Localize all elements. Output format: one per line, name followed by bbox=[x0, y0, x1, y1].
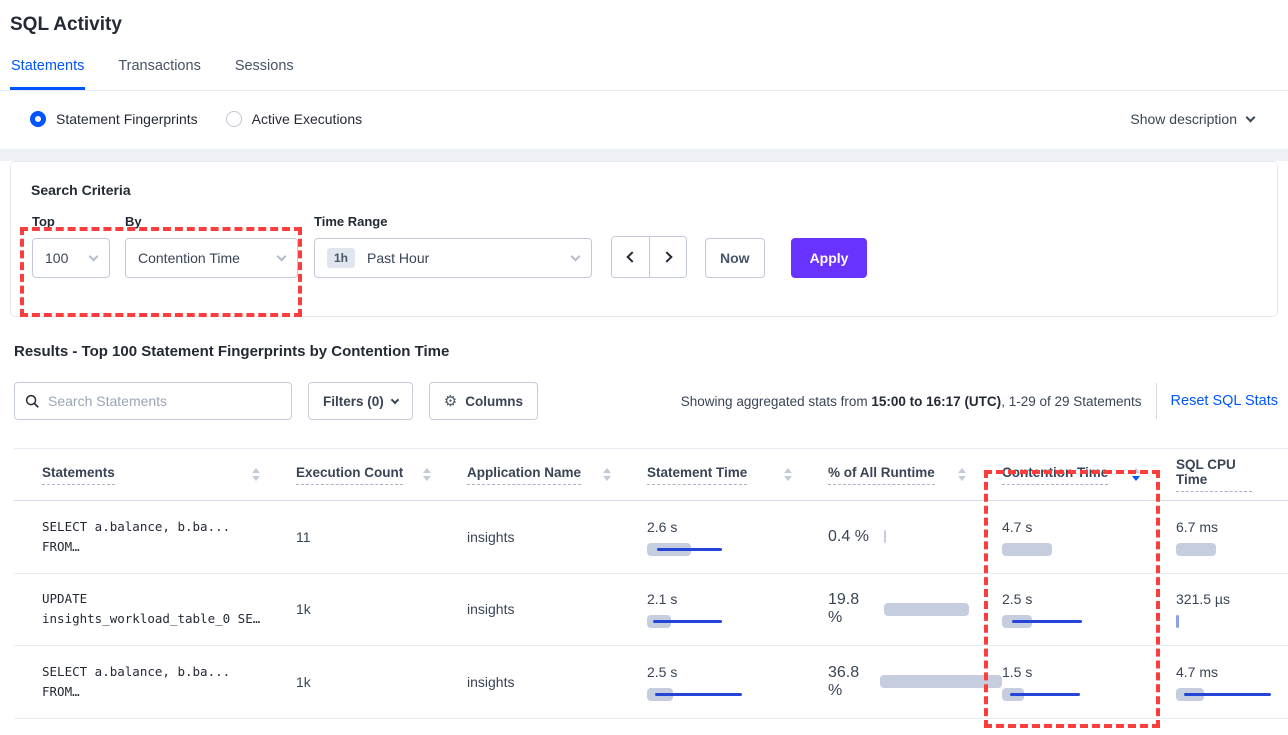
search-icon bbox=[25, 394, 39, 408]
tab-bar: Statements Transactions Sessions bbox=[0, 58, 1288, 91]
by-select[interactable]: Contention Time bbox=[125, 238, 298, 278]
view-toggle-group: Statement Fingerprints Active Executions bbox=[30, 111, 362, 127]
chevron-left-icon bbox=[626, 251, 638, 263]
table-row[interactable]: SELECT a.balance, b.ba... FROM… 11 insigh… bbox=[14, 501, 1288, 574]
top-select[interactable]: 100 bbox=[32, 238, 110, 278]
results-toolbar: Filters (0) ⚙ Columns Showing aggregated… bbox=[14, 382, 1278, 420]
application-name-cell: insights bbox=[467, 528, 515, 545]
time-range-pager bbox=[611, 236, 687, 278]
search-statements-box[interactable] bbox=[14, 382, 292, 420]
by-field: By Contention Time bbox=[125, 214, 298, 278]
radio-active-executions[interactable]: Active Executions bbox=[225, 111, 363, 127]
header-statement-time[interactable]: Statement Time bbox=[647, 465, 828, 485]
show-description-toggle[interactable]: Show description bbox=[1130, 111, 1256, 127]
section-divider bbox=[0, 149, 1288, 161]
header-contention-time[interactable]: Contention Time bbox=[1002, 465, 1176, 485]
reset-sql-stats-link[interactable]: Reset SQL Stats bbox=[1170, 393, 1278, 409]
by-label: By bbox=[125, 214, 142, 229]
chevron-down-icon bbox=[570, 251, 581, 261]
radio-unselected-icon[interactable] bbox=[225, 111, 242, 127]
top-select-value: 100 bbox=[45, 250, 69, 266]
statement-fingerprint-link[interactable]: SELECT a.balance, b.ba... FROM… bbox=[42, 663, 231, 699]
radio-statement-fingerprints[interactable]: Statement Fingerprints bbox=[30, 111, 198, 127]
top-field: Top 100 bbox=[32, 214, 110, 278]
time-range-select[interactable]: 1h Past Hour bbox=[314, 238, 592, 278]
chevron-down-icon bbox=[276, 251, 287, 261]
vertical-divider bbox=[1155, 383, 1157, 419]
pct-runtime-cell: 36.8 % bbox=[828, 664, 1002, 700]
results-heading: Results - Top 100 Statement Fingerprints… bbox=[14, 343, 450, 360]
sort-icon[interactable] bbox=[252, 468, 260, 481]
header-application-name[interactable]: Application Name bbox=[467, 465, 647, 485]
sort-icon[interactable] bbox=[784, 468, 792, 481]
pct-runtime-cell: 19.8 % bbox=[828, 591, 1002, 627]
sql-cpu-time-cell: 321.5 µs bbox=[1176, 590, 1288, 629]
chevron-right-icon bbox=[660, 251, 673, 263]
sort-icon[interactable] bbox=[423, 468, 431, 481]
by-select-value: Contention Time bbox=[138, 250, 240, 266]
statement-fingerprint-link[interactable]: SELECT a.balance, b.ba... FROM… bbox=[42, 518, 231, 554]
radio-label: Statement Fingerprints bbox=[56, 111, 198, 127]
statement-time-cell: 2.1 s bbox=[647, 590, 828, 629]
next-time-range-button[interactable] bbox=[649, 237, 686, 277]
view-toggle-band: Statement Fingerprints Active Executions… bbox=[0, 91, 1288, 149]
time-range-label: Time Range bbox=[314, 214, 388, 229]
chevron-down-icon bbox=[390, 395, 400, 404]
execution-count-cell: 11 bbox=[296, 528, 311, 545]
previous-time-range-button[interactable] bbox=[612, 237, 649, 277]
radio-label: Active Executions bbox=[251, 111, 363, 127]
execution-count-cell: 1k bbox=[296, 601, 311, 618]
time-range-badge: 1h bbox=[327, 248, 356, 268]
gear-icon: ⚙ bbox=[443, 393, 458, 410]
filters-button[interactable]: Filters (0) bbox=[308, 382, 413, 420]
page-title: SQL Activity bbox=[10, 14, 122, 35]
radio-selected-icon[interactable] bbox=[30, 111, 46, 127]
now-button[interactable]: Now bbox=[705, 238, 765, 278]
table-header-row: Statements Execution Count Application N… bbox=[14, 449, 1288, 501]
sql-cpu-time-cell: 6.7 ms bbox=[1176, 518, 1288, 556]
header-statements[interactable]: Statements bbox=[14, 465, 296, 485]
statements-table: Statements Execution Count Application N… bbox=[14, 448, 1288, 719]
chevron-down-icon bbox=[1245, 112, 1256, 122]
execution-count-cell: 1k bbox=[296, 673, 311, 690]
filters-label: Filters (0) bbox=[323, 393, 384, 409]
statement-time-cell: 2.5 s bbox=[647, 663, 828, 701]
time-range-field: Time Range 1h Past Hour bbox=[314, 214, 592, 278]
top-label: Top bbox=[32, 214, 55, 229]
tab-statements[interactable]: Statements bbox=[10, 58, 86, 90]
sort-desc-icon[interactable] bbox=[1132, 468, 1140, 481]
apply-button[interactable]: Apply bbox=[790, 238, 868, 278]
header-sql-cpu-time[interactable]: SQL CPU Time bbox=[1176, 457, 1288, 492]
application-name-cell: insights bbox=[467, 601, 515, 618]
contention-time-cell: 2.5 s bbox=[1002, 590, 1176, 629]
application-name-cell: insights bbox=[467, 673, 515, 690]
search-criteria-card: Search Criteria Top 100 By Contention Ti… bbox=[10, 161, 1278, 317]
sql-cpu-time-cell: 4.7 ms bbox=[1176, 663, 1288, 701]
page-header: SQL Activity bbox=[0, 0, 1288, 36]
statement-time-cell: 2.6 s bbox=[647, 518, 828, 556]
contention-time-cell: 4.7 s bbox=[1002, 518, 1176, 556]
aggregated-stats-text: Showing aggregated stats from 15:00 to 1… bbox=[680, 393, 1142, 409]
columns-label: Columns bbox=[465, 393, 523, 409]
statement-fingerprint-link[interactable]: UPDATE insights_workload_table_0 SE… bbox=[42, 591, 261, 627]
show-description-label: Show description bbox=[1130, 111, 1237, 127]
columns-button[interactable]: ⚙ Columns bbox=[428, 382, 538, 420]
header-pct-all-runtime[interactable]: % of All Runtime bbox=[828, 465, 1002, 485]
search-statements-input[interactable] bbox=[48, 393, 281, 409]
search-criteria-controls: Top 100 By Contention Time Time Range 1h… bbox=[31, 214, 1257, 278]
tab-sessions[interactable]: Sessions bbox=[234, 58, 294, 74]
tab-transactions[interactable]: Transactions bbox=[118, 58, 201, 74]
search-criteria-title: Search Criteria bbox=[31, 182, 131, 198]
time-range-value: Past Hour bbox=[367, 250, 430, 266]
toolbar-right: Showing aggregated stats from 15:00 to 1… bbox=[681, 383, 1278, 419]
table-row[interactable]: UPDATE insights_workload_table_0 SE… 1k i… bbox=[14, 574, 1288, 646]
chevron-down-icon bbox=[88, 251, 99, 261]
table-row[interactable]: SELECT a.balance, b.ba... FROM… 1k insigh… bbox=[14, 646, 1288, 719]
sort-icon[interactable] bbox=[603, 468, 611, 481]
pct-runtime-cell: 0.4 % bbox=[828, 528, 1002, 546]
sort-icon[interactable] bbox=[958, 468, 966, 481]
contention-time-cell: 1.5 s bbox=[1002, 663, 1176, 701]
header-execution-count[interactable]: Execution Count bbox=[296, 465, 467, 485]
